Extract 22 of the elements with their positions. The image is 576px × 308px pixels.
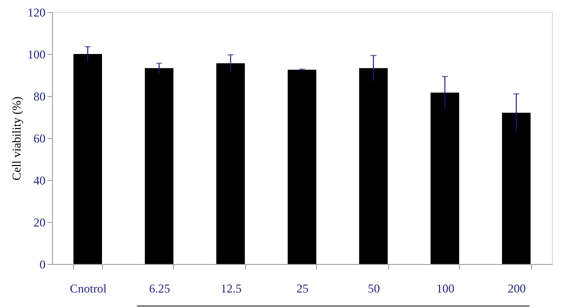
- x-tick-label: 25: [296, 282, 308, 296]
- y-tick-label: 100: [28, 48, 46, 62]
- y-tick-label: 40: [34, 174, 46, 188]
- bar: [430, 92, 460, 264]
- bar: [73, 54, 102, 264]
- y-tick-label: 60: [34, 132, 46, 146]
- y-tick-label: 80: [34, 90, 46, 104]
- x-tick-label: 100: [436, 282, 454, 296]
- bar: [359, 68, 388, 264]
- x-tick-label: 200: [508, 282, 526, 296]
- y-tick-label: 120: [28, 6, 46, 20]
- x-tick-label: 6.25: [149, 282, 170, 296]
- y-tick-label: 20: [34, 216, 46, 230]
- y-axis-title: Cell viability (%): [10, 96, 24, 180]
- x-tick-label: 50: [368, 282, 380, 296]
- y-tick-label: 0: [40, 258, 46, 272]
- bar: [502, 112, 531, 264]
- bar: [144, 68, 174, 264]
- x-tick-label: 12.5: [220, 282, 242, 296]
- bar: [288, 70, 316, 264]
- x-tick-label: Cnotrol: [70, 282, 108, 296]
- bar: [216, 63, 245, 264]
